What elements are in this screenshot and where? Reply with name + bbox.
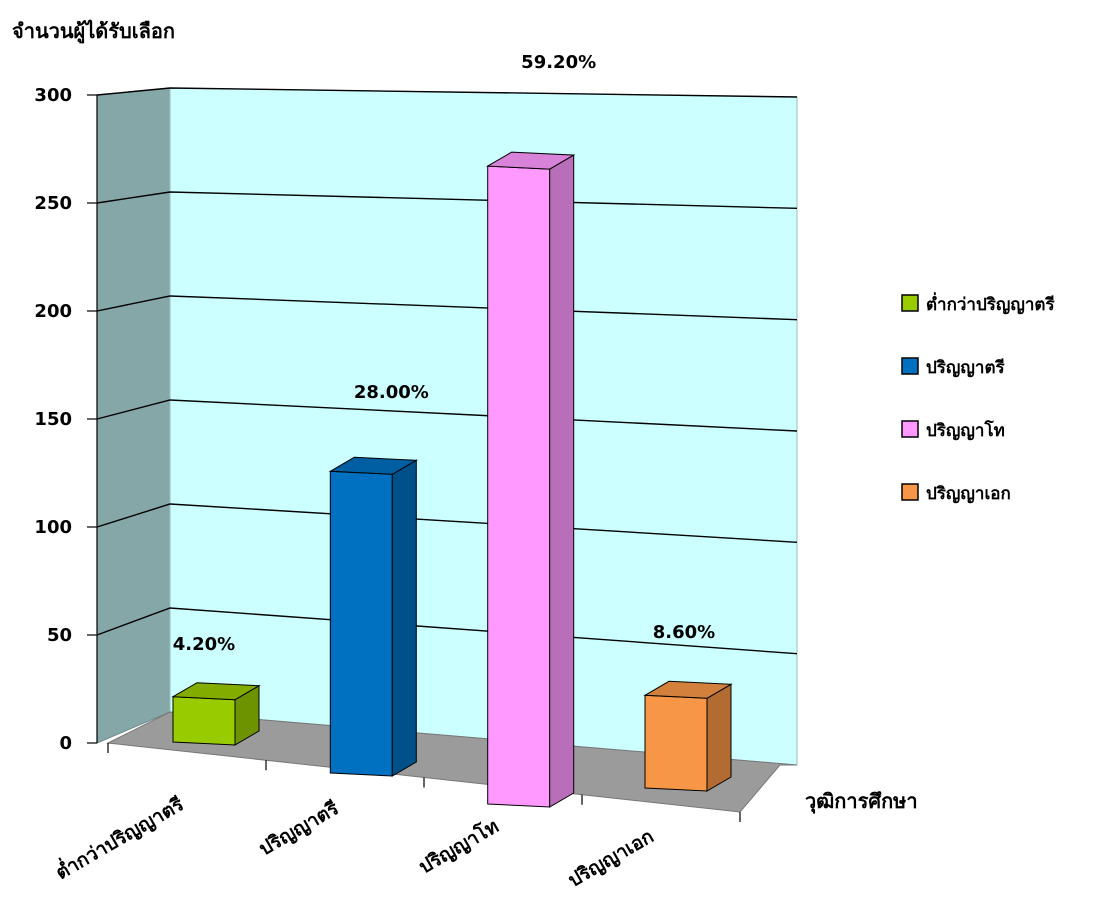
- bar-1: [171, 682, 261, 746]
- legend-swatch: [901, 357, 919, 375]
- legend-label: ปริญญาเอก: [926, 484, 1011, 504]
- legend-swatch: [901, 483, 919, 501]
- gridline: [96, 503, 798, 543]
- category-label: ต่ำกว่าปริญญาตรี: [51, 790, 189, 884]
- legend-item: ปริญญาเอก: [901, 483, 1011, 504]
- y-tick-label: 100: [34, 517, 72, 538]
- bar-front: [329, 470, 393, 777]
- bar-2: [328, 456, 419, 777]
- data-labels: 4.20% 28.00% 59.20% 8.60%: [173, 52, 715, 655]
- legend-item: ปริญญาตรี: [901, 357, 1005, 378]
- bar-3: [485, 151, 576, 808]
- legend-item: ปริญญาโท: [901, 420, 1005, 441]
- bar-front: [172, 696, 236, 746]
- bar-side: [706, 683, 732, 792]
- data-label: 59.20%: [521, 52, 596, 73]
- data-label: 4.20%: [173, 634, 235, 655]
- y-tick-labels: 0 50 100 150 200 250 300: [34, 85, 98, 754]
- y-axis-title: จำนวนผู้ได้รับเลือก: [12, 19, 175, 45]
- bar-top: [643, 680, 733, 699]
- y-tick-label: 250: [34, 193, 72, 214]
- gridline: [96, 191, 798, 209]
- legend-item: ต่ำกว่าปริญญาตรี: [901, 292, 1055, 315]
- data-label: 8.60%: [653, 622, 715, 643]
- legend-label: ต่ำกว่าปริญญาตรี: [926, 292, 1055, 315]
- bar-front: [487, 165, 551, 808]
- legend-label: ปริญญาตรี: [926, 357, 1005, 378]
- y-tick-label: 200: [34, 301, 72, 322]
- category-label: ปริญญาเอก: [564, 825, 657, 891]
- category-label: ปริญญาโท: [415, 814, 503, 878]
- y-tick-label: 300: [34, 85, 72, 106]
- x-tick-marks: [107, 743, 741, 822]
- floor: [106, 711, 798, 813]
- legend: ต่ำกว่าปริญญาตรีปริญญาตรีปริญญาโทปริญญาเ…: [901, 292, 1055, 504]
- bar-side: [391, 459, 417, 777]
- bar-top: [485, 151, 576, 170]
- category-label: ปริญญาตรี: [255, 797, 343, 860]
- bar-front: [644, 694, 708, 792]
- gridlines: [96, 87, 798, 655]
- bar-top: [171, 682, 261, 701]
- category-labels: ต่ำกว่าปริญญาตรี ปริญญาตรี ปริญญาโท ปริญญาเ…: [51, 790, 658, 891]
- legend-label: ปริญญาโท: [926, 420, 1005, 441]
- gridline: [96, 295, 798, 321]
- legend-swatch: [901, 420, 919, 438]
- bar-side: [549, 154, 575, 808]
- legend-swatch: [901, 294, 919, 312]
- gridline: [96, 399, 798, 432]
- gridline: [96, 87, 798, 98]
- y-tick-label: 150: [34, 409, 72, 430]
- bar-top: [328, 456, 419, 475]
- data-label: 28.00%: [354, 382, 429, 403]
- y-tick-label: 0: [59, 733, 72, 754]
- y-tick-label: 50: [47, 625, 72, 646]
- bar-4: [643, 680, 733, 792]
- gridline: [96, 607, 798, 655]
- x-axis-title: วุฒิการศึกษา: [805, 789, 918, 814]
- bars: [171, 151, 733, 808]
